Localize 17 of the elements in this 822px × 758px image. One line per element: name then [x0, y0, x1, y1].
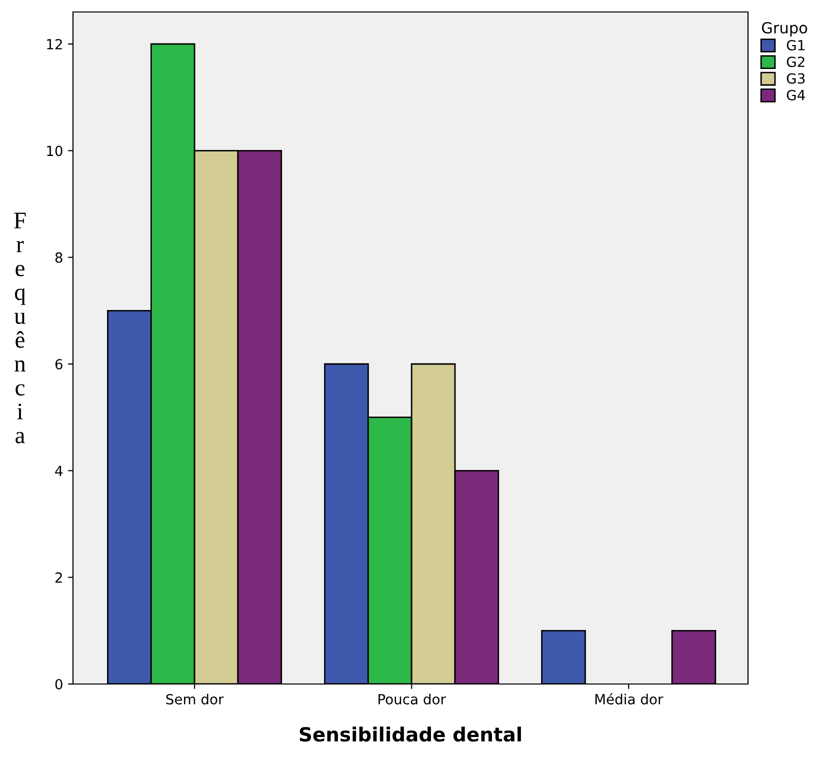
- x-tick-label: Média dor: [595, 693, 664, 704]
- x-tick-label: Pouca dor: [378, 694, 446, 704]
- x-tick-label: Sem dor: [166, 694, 224, 704]
- y-tick-label: 8: [55, 252, 62, 263]
- legend-title: Grupo: [762, 22, 808, 37]
- y-tick-label: 12: [47, 38, 62, 50]
- text: Frequência: [14, 212, 26, 444]
- y-tick-label: 10: [47, 146, 62, 156]
- legend-label: G1: [786, 40, 804, 50]
- legend-label: G3: [786, 73, 805, 84]
- y-tick-label: 6: [55, 358, 62, 370]
- y-tick-label: 4: [55, 466, 62, 476]
- y-tick-label: 2: [55, 572, 62, 583]
- y-tick-label: 0: [55, 678, 62, 690]
- legend-label: G4: [786, 90, 805, 100]
- legend-label: G2: [786, 56, 804, 68]
- x-axis-title: Sensibilidade dental: [300, 726, 521, 742]
